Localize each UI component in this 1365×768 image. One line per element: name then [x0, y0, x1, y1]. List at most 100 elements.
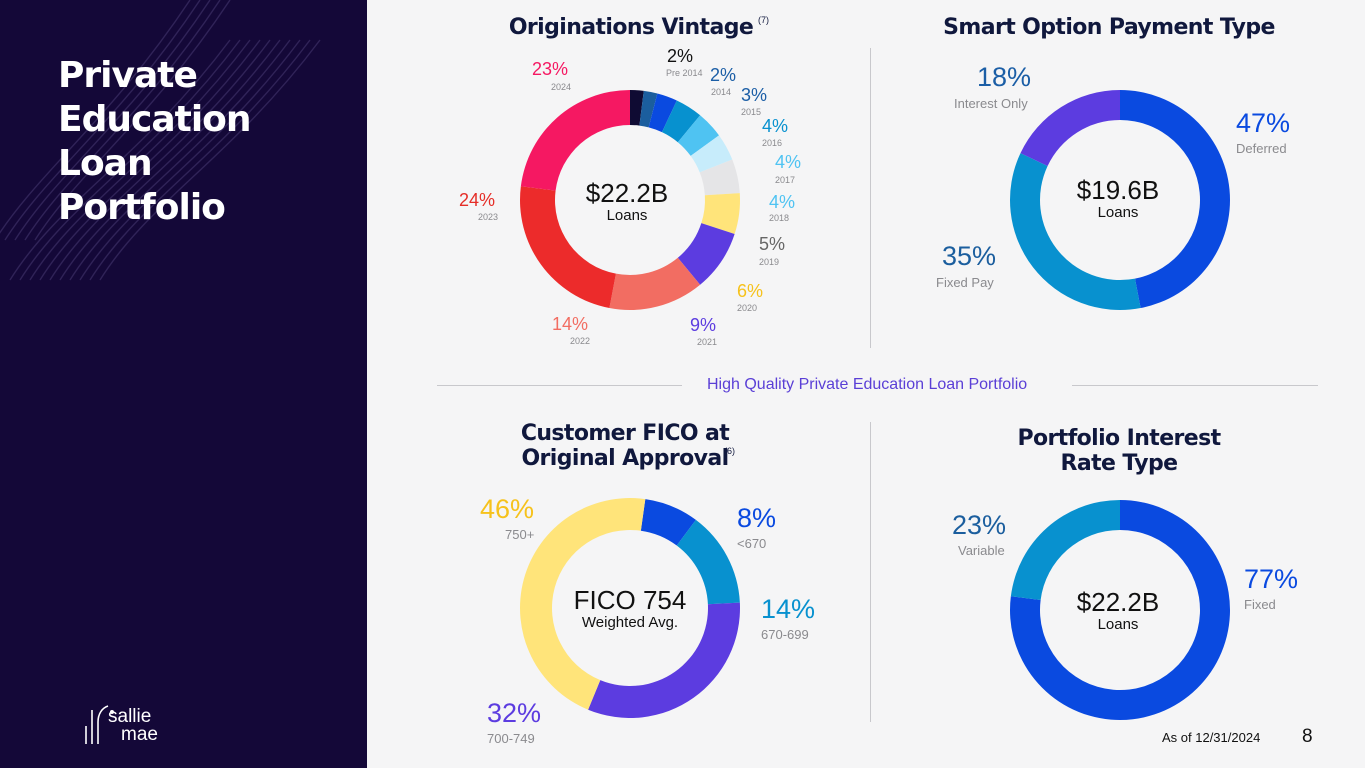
slice-category-label: 2024	[551, 82, 572, 92]
slice-pct-label: 4%	[775, 152, 802, 172]
chart-title-text: Original Approval	[521, 446, 729, 471]
donut-slice	[677, 223, 735, 285]
donut-slice	[690, 135, 733, 173]
donut-slice	[648, 93, 677, 133]
slice-category-label: <670	[737, 536, 767, 551]
slice-category-label: 2021	[697, 337, 718, 347]
horizontal-divider	[1072, 385, 1318, 386]
slice-category-label: 2014	[711, 87, 732, 97]
slice-pct-label: 6%	[737, 281, 764, 301]
donut-slice	[588, 602, 740, 718]
center-value: FICO 754	[573, 585, 687, 615]
slice-category-label: 2019	[759, 257, 780, 267]
title-line: Portfolio	[58, 187, 226, 228]
footnote-ref: (7)	[758, 15, 769, 25]
slice-category-label: 670-699	[761, 627, 809, 642]
slice-pct-label: 23%	[532, 59, 569, 79]
vertical-divider	[870, 48, 871, 348]
slice-pct-label: 3%	[741, 85, 768, 105]
slice-pct-label: 9%	[690, 315, 717, 335]
center-label: Loans	[1097, 616, 1139, 633]
slice-category-label: 2020	[737, 303, 758, 313]
slice-category-label: 2018	[769, 213, 790, 223]
donut-slice	[701, 193, 740, 234]
donut-slice	[520, 90, 630, 191]
slice-pct-label: 35%	[942, 241, 997, 271]
chart-title-originations: Originations Vintage	[500, 15, 762, 40]
logo-line: sallie	[108, 706, 152, 727]
chart-title-text: Smart Option Payment Type	[943, 15, 1275, 40]
donut-slice	[699, 159, 740, 196]
center-value: $19.6B	[1076, 175, 1160, 205]
slice-pct-label: 2%	[667, 46, 694, 66]
logo-wordmark: sallie mae	[108, 706, 158, 745]
slice-pct-label: 14%	[552, 314, 589, 334]
page-title: Private Education Loan Portfolio	[58, 54, 252, 230]
donut-slice	[1120, 90, 1230, 309]
title-line: Education	[58, 99, 252, 140]
slice-category-label: 2015	[741, 107, 762, 117]
chart-title-text: Originations Vintage	[508, 15, 754, 40]
title-line: Private	[58, 55, 198, 96]
center-label: Loans	[606, 207, 648, 224]
slice-pct-label: 77%	[1244, 564, 1299, 594]
chart-title-text: Portfolio Interest	[1017, 426, 1221, 451]
donut-slice	[520, 186, 616, 309]
as-of-date: As of 12/31/2024	[1162, 730, 1261, 745]
slice-category-label: Pre 2014	[666, 68, 703, 78]
chart-title-text: Customer FICO at	[520, 421, 730, 446]
sidebar: Private Education Loan Portfolio sallie …	[0, 0, 367, 768]
chart-title-text: Rate Type	[1060, 451, 1178, 476]
donut-slice	[640, 499, 696, 546]
donut-slice	[661, 100, 701, 143]
slice-pct-label: 46%	[480, 494, 535, 524]
slice-pct-label: 2%	[710, 65, 737, 85]
donut-slice	[1020, 90, 1120, 166]
donut-slice	[1010, 500, 1120, 600]
slice-pct-label: 23%	[952, 510, 1007, 540]
footnote-ref: (6)	[724, 446, 735, 456]
chart-title-interest-rate: Portfolio Interest Rate Type	[990, 426, 1248, 476]
chart-title-payment-type: Smart Option Payment Type	[930, 15, 1288, 40]
decorative-swirl	[0, 0, 321, 281]
donut-slice	[677, 115, 719, 156]
title-line: Loan	[58, 143, 153, 184]
slice-category-label: 2016	[762, 138, 783, 148]
slice-category-label: 2017	[775, 175, 796, 185]
center-value: $22.2B	[1076, 587, 1160, 617]
logo-line: mae	[121, 724, 158, 745]
slice-category-label: 2023	[478, 212, 499, 222]
center-value: $22.2B	[585, 178, 669, 208]
slice-category-label: 2022	[570, 336, 591, 346]
slice-pct-label: 32%	[487, 698, 542, 728]
horizontal-divider	[437, 385, 682, 386]
page-number: 8	[1302, 726, 1313, 747]
donut-slice	[520, 498, 646, 710]
logo-mark-icon	[85, 705, 114, 744]
donut-slice	[1010, 153, 1141, 310]
donut-slice	[676, 519, 740, 605]
slice-pct-label: 5%	[759, 234, 786, 254]
slice-pct-label: 47%	[1236, 108, 1291, 138]
slice-pct-label: 8%	[737, 503, 777, 533]
divider-label-text: High Quality Private Education Loan Port…	[707, 376, 1028, 393]
chart-title-fico: Customer FICO at Original Approval	[500, 421, 750, 471]
slice-pct-label: 4%	[769, 192, 796, 212]
donut-slice	[609, 257, 701, 311]
slice-pct-label: 18%	[977, 62, 1032, 92]
slice-pct-label: 14%	[761, 594, 816, 624]
slice-category-label: 750+	[505, 527, 535, 542]
donut-slice	[639, 90, 658, 128]
vertical-divider	[870, 422, 871, 722]
center-label: Weighted Avg.	[581, 614, 679, 631]
slice-category-label: Fixed Pay	[936, 275, 994, 290]
slice-category-label: Fixed	[1244, 597, 1276, 612]
slice-category-label: Interest Only	[954, 96, 1028, 111]
slice-pct-label: 4%	[762, 116, 789, 136]
slice-pct-label: 24%	[459, 190, 496, 210]
center-label: Loans	[1097, 204, 1139, 221]
donut-slice	[630, 90, 644, 126]
slice-category-label: Variable	[958, 543, 1005, 558]
slice-category-label: 700-749	[487, 731, 535, 746]
